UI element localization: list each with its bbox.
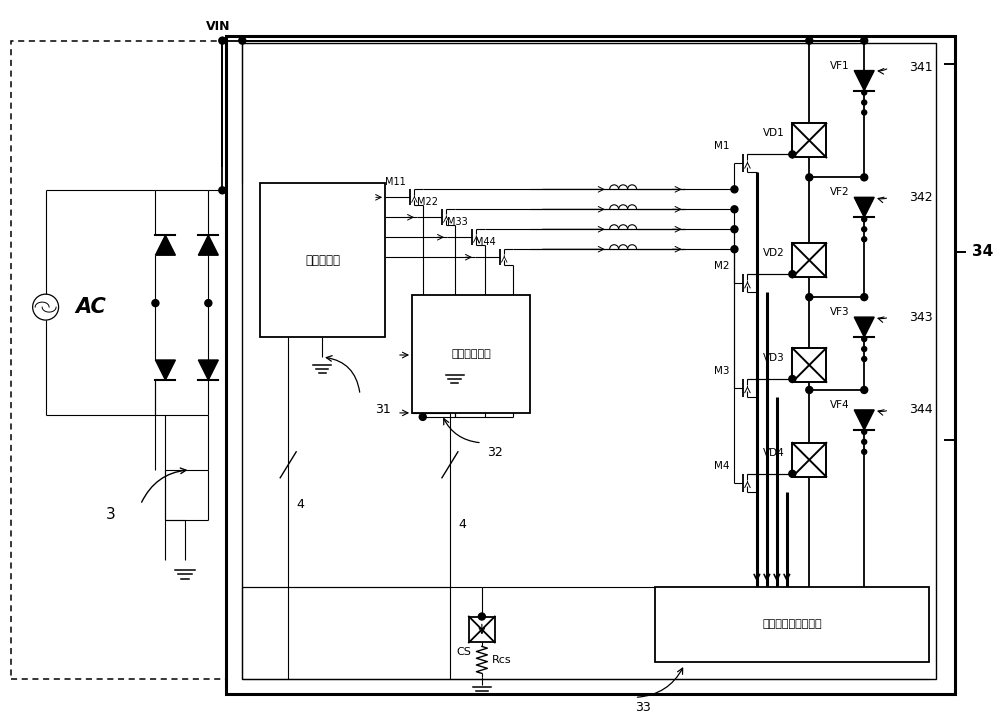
Text: VF1: VF1 <box>830 61 849 70</box>
Circle shape <box>731 225 738 233</box>
Polygon shape <box>198 360 218 380</box>
Circle shape <box>152 299 159 307</box>
Text: 多通道电流检测模块: 多通道电流检测模块 <box>762 619 822 629</box>
Circle shape <box>806 37 813 44</box>
Bar <box>469 616 495 642</box>
Bar <box>226 36 955 695</box>
Text: VD1: VD1 <box>763 128 784 138</box>
Text: M2: M2 <box>714 261 729 271</box>
Circle shape <box>862 237 867 241</box>
Bar <box>412 295 530 413</box>
Text: 3: 3 <box>106 507 115 522</box>
Circle shape <box>789 151 796 158</box>
Circle shape <box>862 357 867 362</box>
Circle shape <box>861 386 868 394</box>
Text: VF2: VF2 <box>830 187 849 197</box>
Circle shape <box>862 347 867 352</box>
Circle shape <box>219 187 226 194</box>
Circle shape <box>789 471 796 477</box>
Polygon shape <box>854 197 874 218</box>
Polygon shape <box>155 235 175 255</box>
Circle shape <box>419 413 426 420</box>
Circle shape <box>806 386 813 394</box>
Bar <box>792 443 826 477</box>
Text: M33: M33 <box>447 218 468 227</box>
Text: M1: M1 <box>714 141 729 152</box>
Polygon shape <box>854 410 874 430</box>
Text: 343: 343 <box>909 310 933 323</box>
Text: 342: 342 <box>909 191 933 204</box>
Circle shape <box>862 336 867 341</box>
Text: M11: M11 <box>385 178 406 187</box>
Text: 33: 33 <box>635 701 650 714</box>
Bar <box>792 123 826 157</box>
Circle shape <box>862 439 867 444</box>
Text: M22: M22 <box>417 197 438 207</box>
Circle shape <box>789 376 796 383</box>
Text: VF4: VF4 <box>830 400 849 410</box>
Text: VD2: VD2 <box>763 248 784 258</box>
Text: 34: 34 <box>972 244 993 260</box>
Circle shape <box>219 37 226 44</box>
Bar <box>655 587 929 663</box>
Circle shape <box>862 217 867 222</box>
Circle shape <box>862 450 867 455</box>
Text: VD4: VD4 <box>763 448 784 457</box>
Polygon shape <box>155 360 175 380</box>
Text: 31: 31 <box>375 403 391 416</box>
Circle shape <box>731 186 738 193</box>
Circle shape <box>731 246 738 253</box>
Text: VF3: VF3 <box>830 307 849 317</box>
Text: M44: M44 <box>475 237 496 247</box>
Text: 通道选择器: 通道选择器 <box>305 254 340 267</box>
Text: 4: 4 <box>296 498 304 511</box>
Text: M3: M3 <box>714 366 729 376</box>
Text: 344: 344 <box>909 403 933 416</box>
Circle shape <box>239 37 246 44</box>
Circle shape <box>789 270 796 278</box>
Bar <box>260 183 385 337</box>
Polygon shape <box>854 317 874 337</box>
Circle shape <box>806 174 813 181</box>
Circle shape <box>861 294 868 301</box>
Circle shape <box>862 100 867 105</box>
Circle shape <box>731 206 738 212</box>
Circle shape <box>862 110 867 115</box>
Text: 恒流控制模块: 恒流控制模块 <box>451 349 491 359</box>
Text: VIN: VIN <box>206 20 231 33</box>
Circle shape <box>861 174 868 181</box>
Circle shape <box>806 294 813 301</box>
Text: M4: M4 <box>714 461 729 471</box>
Circle shape <box>205 299 212 307</box>
Polygon shape <box>198 235 218 255</box>
Text: 4: 4 <box>458 518 466 531</box>
Circle shape <box>862 429 867 434</box>
Text: 341: 341 <box>909 61 933 74</box>
Circle shape <box>478 613 485 620</box>
Bar <box>792 243 826 277</box>
Text: Rcs: Rcs <box>492 655 511 665</box>
Bar <box>11 41 228 679</box>
Text: VD3: VD3 <box>763 353 784 363</box>
Text: AC: AC <box>75 297 106 317</box>
Bar <box>792 348 826 382</box>
Polygon shape <box>854 70 874 91</box>
Text: CS: CS <box>456 647 471 658</box>
Bar <box>242 43 936 679</box>
Circle shape <box>861 37 868 44</box>
Circle shape <box>862 90 867 95</box>
Circle shape <box>862 227 867 232</box>
Text: 32: 32 <box>487 447 503 460</box>
